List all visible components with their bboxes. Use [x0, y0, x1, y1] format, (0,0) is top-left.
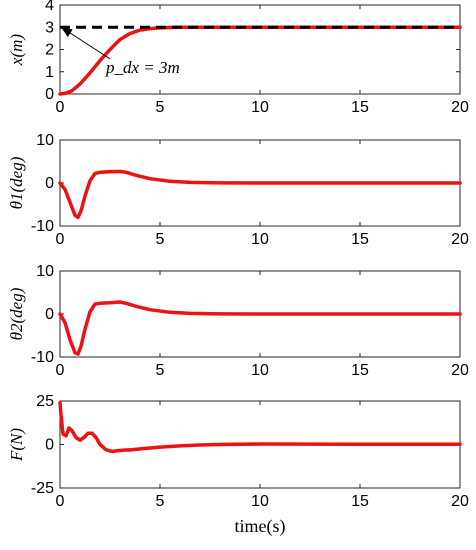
x-tick-label: 5: [156, 362, 165, 379]
y-tick-label: 25: [36, 393, 54, 410]
x-tick-label: 10: [251, 362, 269, 379]
x-tick-label: 10: [251, 231, 269, 248]
y-tick-label: -10: [31, 218, 54, 235]
y-tick-label: -25: [31, 480, 54, 497]
x-tick-label: 0: [56, 493, 65, 510]
x-tick-label: 20: [451, 231, 469, 248]
series-line: [58, 400, 462, 454]
series-line: [58, 169, 462, 220]
y-tick-label: 10: [36, 263, 54, 280]
x-tick-label: 5: [156, 493, 165, 510]
x-tick-label: 20: [451, 493, 469, 510]
y-tick-label: -10: [31, 349, 54, 366]
y-tick-label: 0: [45, 437, 54, 454]
y-tick-label: 0: [45, 86, 54, 103]
axes-box: [59, 4, 461, 95]
x-tick-label: 5: [156, 99, 165, 116]
x-tick-label: 15: [351, 493, 369, 510]
x-axis-label: time(s): [235, 516, 286, 537]
x-tick-label: 15: [351, 362, 369, 379]
y-axis-label: θ2(deg): [7, 287, 26, 340]
x-tick-label: 0: [56, 99, 65, 116]
y-tick-label: 2: [45, 42, 54, 59]
y-tick-label: 1: [45, 64, 54, 81]
x-tick-label: 20: [451, 362, 469, 379]
y-tick-label: 4: [45, 0, 54, 14]
annotation-arrowhead: [61, 27, 73, 37]
y-axis-label: θ1(deg): [7, 156, 26, 209]
x-tick-label: 15: [351, 99, 369, 116]
y-axis-label: F(N): [7, 428, 26, 462]
y-axis-label: x(m): [7, 34, 26, 66]
x-tick-label: 0: [56, 231, 65, 248]
x-tick-label: 10: [251, 99, 269, 116]
panel-1: 0 5 10 15 20 0 1 2 3 4 x(m) p_dx = 3m: [7, 0, 469, 116]
x-tick-label: 15: [351, 231, 369, 248]
y-tick-label: 0: [45, 306, 54, 323]
y-tick-label: 3: [45, 19, 54, 36]
x-tick-label: 5: [156, 231, 165, 248]
annotation-arrow: [65, 29, 111, 60]
x-tick-label: 0: [56, 362, 65, 379]
y-tick-label: 10: [36, 132, 54, 149]
x-tick-label: 20: [451, 99, 469, 116]
series-line: [58, 300, 462, 356]
x-tick-label: 10: [251, 493, 269, 510]
annotation-label: p_dx = 3m: [105, 58, 180, 77]
y-tick-label: 0: [45, 175, 54, 192]
